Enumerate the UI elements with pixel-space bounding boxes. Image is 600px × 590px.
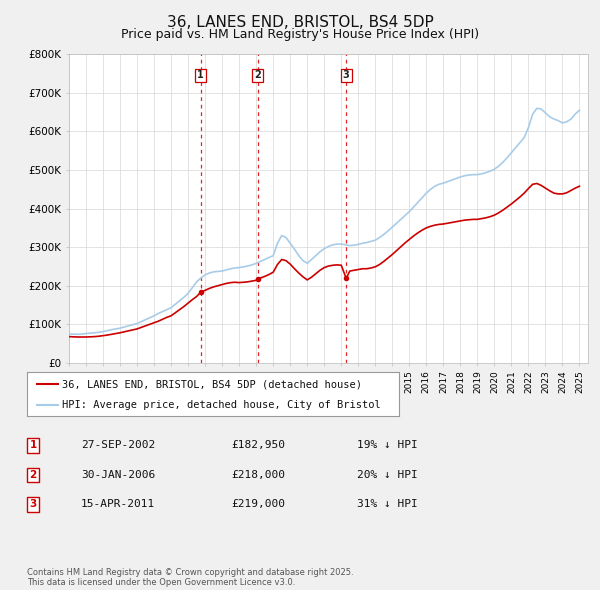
Text: 36, LANES END, BRISTOL, BS4 5DP (detached house): 36, LANES END, BRISTOL, BS4 5DP (detache… bbox=[62, 379, 362, 389]
Text: 19% ↓ HPI: 19% ↓ HPI bbox=[357, 441, 418, 450]
Text: £218,000: £218,000 bbox=[231, 470, 285, 480]
Text: 1: 1 bbox=[197, 70, 204, 80]
Text: 20% ↓ HPI: 20% ↓ HPI bbox=[357, 470, 418, 480]
Text: HPI: Average price, detached house, City of Bristol: HPI: Average price, detached house, City… bbox=[62, 400, 381, 410]
Text: 2: 2 bbox=[254, 70, 261, 80]
Text: Price paid vs. HM Land Registry's House Price Index (HPI): Price paid vs. HM Land Registry's House … bbox=[121, 28, 479, 41]
Text: 27-SEP-2002: 27-SEP-2002 bbox=[81, 441, 155, 450]
Text: Contains HM Land Registry data © Crown copyright and database right 2025.
This d: Contains HM Land Registry data © Crown c… bbox=[27, 568, 353, 587]
Text: 3: 3 bbox=[29, 500, 37, 509]
Text: 15-APR-2011: 15-APR-2011 bbox=[81, 500, 155, 509]
Text: £182,950: £182,950 bbox=[231, 441, 285, 450]
Text: £219,000: £219,000 bbox=[231, 500, 285, 509]
Text: 31% ↓ HPI: 31% ↓ HPI bbox=[357, 500, 418, 509]
Text: 30-JAN-2006: 30-JAN-2006 bbox=[81, 470, 155, 480]
Text: 1: 1 bbox=[29, 441, 37, 450]
Text: 3: 3 bbox=[343, 70, 350, 80]
Text: 2: 2 bbox=[29, 470, 37, 480]
Text: 36, LANES END, BRISTOL, BS4 5DP: 36, LANES END, BRISTOL, BS4 5DP bbox=[167, 15, 433, 30]
